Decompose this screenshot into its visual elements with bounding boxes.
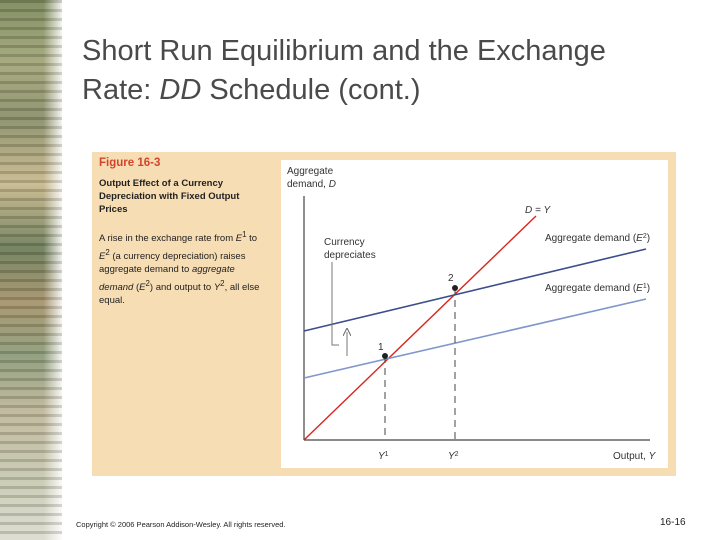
figure-number: Figure 16-3 bbox=[99, 157, 161, 169]
figure-subtitle: Output Effect of a Currency Depreciation… bbox=[99, 178, 240, 215]
figure-caption: A rise in the exchange rate from E1 to E… bbox=[99, 228, 264, 308]
caption-sup: 2 bbox=[145, 278, 150, 288]
caption-sup: 1 bbox=[242, 230, 247, 239]
equilibrium-point-1 bbox=[382, 353, 388, 359]
caption-text: ) and output to bbox=[149, 281, 214, 293]
x-axis-label: Output, Y bbox=[613, 451, 657, 462]
caption-var: Y bbox=[213, 281, 221, 293]
currency-depreciates-label-line-2: depreciates bbox=[324, 250, 376, 261]
slide-title-line-2: Rate: DD Schedule (cont.) bbox=[82, 71, 702, 110]
caption-sup: 2 bbox=[220, 278, 225, 288]
tick-y2-label: Y2 bbox=[448, 451, 459, 463]
caption-var: E bbox=[99, 250, 106, 262]
slide-title-line-1: Short Run Equilibrium and the Exchange bbox=[82, 35, 606, 67]
title-prefix: Rate: bbox=[82, 74, 160, 106]
caption-text: A rise in the exchange rate from bbox=[99, 233, 236, 245]
caption-text: to bbox=[246, 233, 258, 245]
d-equals-y-line bbox=[303, 215, 537, 441]
caption-var: E bbox=[235, 233, 243, 245]
ad-e1-label: Aggregate demand (E1) bbox=[545, 283, 650, 295]
currency-depreciates-label-line-1: Currency bbox=[324, 237, 365, 248]
tick-y1-label: Y1 bbox=[378, 451, 389, 463]
caption-italic: aggregate demand bbox=[99, 264, 235, 293]
caption-text: , all else equal. bbox=[99, 281, 260, 307]
aggregate-demand-e2-line bbox=[303, 248, 647, 332]
caption-var: E bbox=[139, 281, 146, 293]
point-2-label: 2 bbox=[448, 273, 454, 284]
y-axis-label-line-1: Aggregate bbox=[287, 166, 334, 177]
decorative-side-strip bbox=[0, 0, 62, 540]
slide-title: Short Run Equilibrium and the Exchange R… bbox=[82, 32, 702, 110]
caption-text: ( bbox=[133, 281, 140, 293]
equilibrium-point-2 bbox=[452, 285, 458, 291]
title-italic: DD bbox=[159, 74, 202, 106]
caption-text: (a currency depreciation) raises aggrega… bbox=[99, 250, 246, 276]
d-equals-y-label: D = Y bbox=[525, 205, 551, 216]
slide-number: 16-16 bbox=[660, 517, 686, 528]
caption-sup: 2 bbox=[105, 247, 110, 257]
currency-depreciates-leader bbox=[331, 262, 339, 346]
graph-area bbox=[281, 160, 668, 468]
y-axis-label-line-2: demand, D bbox=[287, 179, 336, 190]
point-1-label: 1 bbox=[378, 342, 384, 353]
aggregate-demand-e1-line bbox=[303, 298, 647, 379]
ad-e2-label: Aggregate demand (E2) bbox=[545, 233, 650, 245]
title-suffix: Schedule (cont.) bbox=[201, 74, 421, 106]
copyright-footer: Copyright © 2006 Pearson Addison-Wesley.… bbox=[76, 520, 286, 529]
